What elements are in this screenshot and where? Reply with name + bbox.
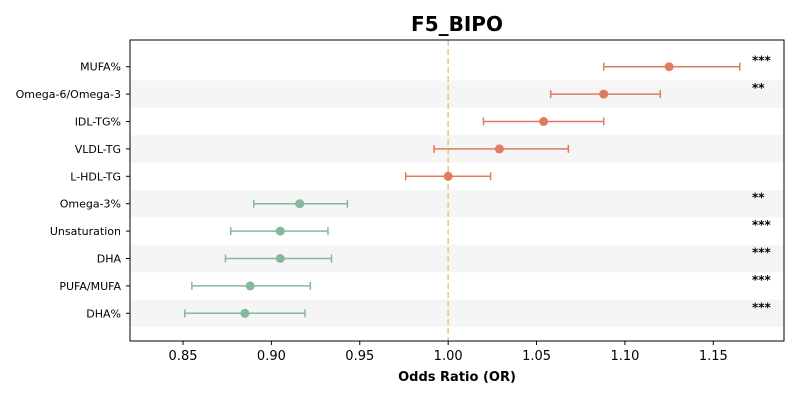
category-label: Unsaturation (50, 225, 121, 238)
x-tick-label: 0.95 (345, 349, 374, 364)
or-point (664, 62, 674, 72)
or-point (240, 308, 250, 318)
or-point (494, 144, 504, 154)
or-point (295, 199, 305, 209)
or-point (599, 89, 609, 99)
significance-label: ** (752, 191, 765, 205)
category-label: DHA (97, 253, 122, 266)
category-label: MUFA% (80, 61, 121, 74)
significance-label: ** (752, 81, 765, 95)
forest-row (404, 171, 492, 181)
forest-row: *** (184, 300, 772, 318)
category-label: IDL-TG% (75, 116, 121, 129)
forest-row (482, 117, 605, 126)
row-stripe (130, 80, 784, 108)
x-tick-label: 0.85 (169, 349, 198, 364)
forest-row: *** (224, 246, 772, 263)
category-label: PUFA/MUFA (59, 280, 121, 293)
row-stripes (130, 80, 784, 327)
or-point (245, 281, 255, 291)
forest-row (433, 144, 570, 154)
or-point (443, 171, 453, 181)
x-tick-label: 1.15 (699, 349, 728, 364)
significance-label: *** (752, 54, 772, 68)
x-axis-label: Odds Ratio (OR) (398, 370, 516, 385)
or-point (275, 254, 285, 263)
forest-row: *** (230, 218, 772, 236)
chart-title: F5_BIPO (411, 12, 503, 36)
significance-label: *** (752, 246, 772, 260)
plot-frame (129, 39, 785, 342)
category-label: L-HDL-TG (70, 170, 121, 183)
category-label: VLDL-TG (75, 143, 121, 156)
forest-rows: ******************* (184, 54, 772, 318)
forest-row: ** (252, 191, 765, 209)
x-tick-label: 0.90 (257, 349, 286, 364)
x-tick-label: 1.10 (610, 349, 639, 364)
forest-row: ** (549, 81, 765, 99)
category-label: Omega-3% (60, 198, 121, 211)
category-labels: MUFA% Omega-6/Omega-3 IDL-TG% VLDL-TG L-HDL-… (16, 61, 130, 320)
row-stripe (130, 190, 784, 218)
category-label: Omega-6/Omega-3 (16, 88, 121, 101)
significance-label: *** (752, 273, 772, 287)
forest-row: *** (191, 273, 772, 291)
category-label: DHA% (86, 307, 121, 320)
significance-label: *** (752, 218, 772, 232)
or-point (539, 117, 549, 126)
x-tick-label: 1.05 (522, 349, 551, 364)
significance-label: *** (752, 300, 772, 314)
x-tick-label: 1.00 (434, 349, 463, 364)
x-axis: 0.85 0.90 0.95 1.00 1.05 1.10 1.15 (169, 341, 728, 364)
forest-row: *** (602, 54, 772, 72)
or-point (275, 226, 285, 236)
